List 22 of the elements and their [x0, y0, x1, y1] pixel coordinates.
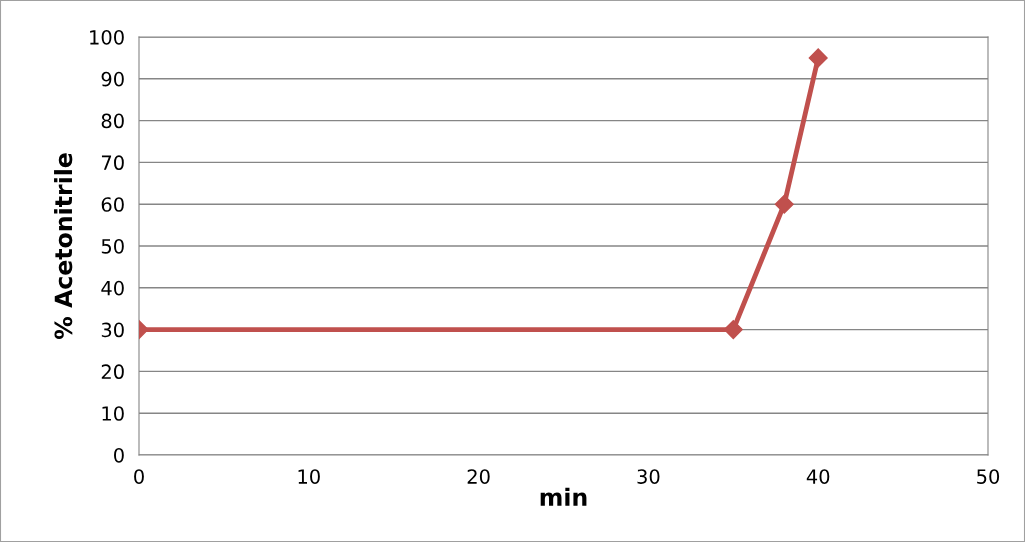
x-tick-label: 50 — [977, 469, 1000, 484]
x-tick-label: 30 — [637, 469, 660, 484]
point — [774, 194, 794, 214]
y-tick-label: 50 — [101, 238, 124, 254]
x-tick-label: 40 — [806, 469, 830, 484]
y-axis-title: % Acetonitrile — [54, 153, 73, 340]
y-tick-label: 60 — [101, 197, 124, 212]
y-tick-label: 10 — [102, 406, 124, 421]
point — [808, 48, 828, 68]
y-tick-label: 30 — [101, 322, 124, 338]
y-tick-label: 70 — [101, 155, 124, 171]
y-tick-label: 80 — [101, 113, 124, 129]
y-tick-label: 90 — [101, 71, 124, 87]
x-axis-title: min — [540, 487, 587, 506]
y-tick-label: 40 — [101, 280, 124, 296]
x-tick-label: 0 — [134, 469, 144, 484]
x-tick-label: 10 — [298, 469, 320, 484]
y-tick-label: 20 — [101, 364, 124, 380]
y-tick-label: 0 — [114, 447, 124, 463]
point — [723, 320, 743, 340]
y-tick-label: 100 — [90, 29, 124, 45]
x-tick-label: 20 — [467, 469, 490, 484]
